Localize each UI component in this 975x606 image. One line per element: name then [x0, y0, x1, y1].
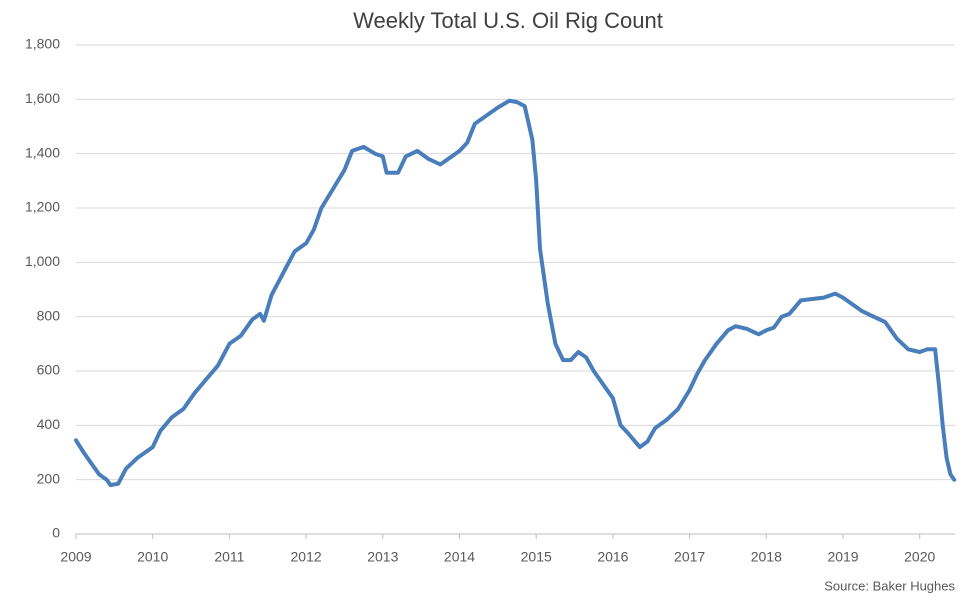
x-tick-label: 2012	[291, 549, 322, 565]
x-tick-label: 2009	[60, 549, 91, 565]
chart-title: Weekly Total U.S. Oil Rig Count	[353, 8, 663, 33]
series-line	[74, 98, 957, 488]
x-tick-label: 2013	[367, 549, 398, 565]
x-tick-label: 2010	[137, 549, 168, 565]
y-tick-label: 400	[37, 416, 61, 432]
y-tick-label: 1,600	[25, 90, 60, 106]
x-tick-label: 2018	[751, 549, 782, 565]
y-tick-label: 600	[37, 362, 61, 378]
y-tick-label: 800	[37, 307, 61, 323]
x-tick-label: 2019	[827, 549, 858, 565]
x-tick-label: 2017	[674, 549, 705, 565]
y-tick-label: 1,200	[25, 199, 60, 215]
x-tick-label: 2020	[904, 549, 935, 565]
y-tick-label: 1,400	[25, 144, 60, 160]
x-tick-label: 2016	[597, 549, 628, 565]
y-tick-label: 1,000	[25, 253, 60, 269]
x-tick-label: 2014	[444, 549, 475, 565]
x-tick-label: 2015	[521, 549, 552, 565]
y-tick-label: 0	[52, 525, 60, 541]
source-note: Source: Baker Hughes	[824, 578, 955, 593]
y-tick-label: 1,800	[25, 36, 60, 52]
x-tick-label: 2011	[214, 549, 244, 565]
y-tick-label: 200	[37, 470, 61, 486]
